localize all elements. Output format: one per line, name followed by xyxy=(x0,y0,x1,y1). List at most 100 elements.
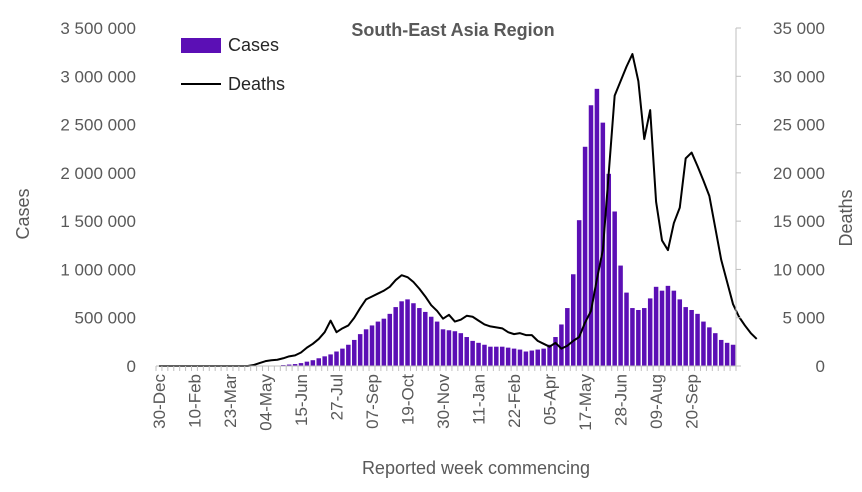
x-tick-label: 20-Sep xyxy=(683,374,702,429)
cases-bar xyxy=(547,344,552,366)
cases-bar xyxy=(695,313,700,366)
left-y-tick-label: 3 500 000 xyxy=(60,19,136,38)
cases-bar xyxy=(428,316,434,366)
cases-bar xyxy=(411,303,416,366)
cases-bar xyxy=(292,364,298,366)
cases-bar xyxy=(671,290,677,366)
cases-bar xyxy=(618,265,623,366)
cases-bar xyxy=(322,356,327,366)
cases-bar xyxy=(393,307,398,366)
cases-bar xyxy=(511,348,517,366)
cases-bar xyxy=(423,311,428,366)
cases-bar xyxy=(535,349,540,366)
cases-bar xyxy=(624,292,629,366)
left-y-tick-label: 3 000 000 xyxy=(60,67,136,86)
cases-bar xyxy=(446,330,452,366)
cases-bar xyxy=(482,344,487,366)
cases-bar xyxy=(612,211,617,366)
cases-bar xyxy=(701,321,706,366)
cases-bar xyxy=(588,105,594,366)
right-y-tick-label: 20 000 xyxy=(773,164,825,183)
cases-bar xyxy=(517,349,523,366)
x-axis-ticks xyxy=(155,366,737,371)
cases-bar xyxy=(571,274,576,366)
cases-bar xyxy=(683,307,688,366)
cases-bar xyxy=(576,220,582,366)
cases-bar xyxy=(434,321,440,366)
cases-bar xyxy=(363,329,369,366)
right-y-tick-label: 5 000 xyxy=(782,309,825,328)
cases-bar xyxy=(582,146,588,366)
cases-bar xyxy=(310,360,316,366)
cases-bar xyxy=(440,329,446,366)
legend-cases-swatch xyxy=(181,38,221,53)
cases-bar xyxy=(636,309,641,366)
cases-bar xyxy=(665,285,671,366)
cases-bar xyxy=(718,339,724,366)
cases-bar xyxy=(340,348,345,366)
x-tick-label: 07-Sep xyxy=(363,374,382,429)
cases-bar xyxy=(499,346,505,366)
cases-bar xyxy=(298,363,304,366)
left-y-tick-label: 1 500 000 xyxy=(60,212,136,231)
right-y-tick-label: 15 000 xyxy=(773,212,825,231)
cases-bar xyxy=(405,299,410,366)
right-y-tick-label: 25 000 xyxy=(773,116,825,135)
right-y-tick-label: 30 000 xyxy=(773,67,825,86)
cases-bar xyxy=(707,327,712,366)
x-axis-tick-labels: 30-Dec 10-Feb 23-Mar 04-May 15-Jun 27-Jul 07-S… xyxy=(150,374,702,431)
x-tick-label: 09-Aug xyxy=(647,374,666,429)
cases-bar xyxy=(505,347,511,366)
cases-bar xyxy=(630,308,635,366)
x-tick-label: 23-Mar xyxy=(221,374,240,428)
cases-bar xyxy=(659,290,665,366)
left-y-tick-label: 1 000 000 xyxy=(60,260,136,279)
cases-bar xyxy=(606,173,612,366)
cases-bar xyxy=(541,348,546,366)
cases-bar xyxy=(730,344,736,366)
right-y-axis-ticks: 0 5 000 10 000 15 000 20 000 25 000 30 000 35 0… xyxy=(736,19,825,376)
cases-bar xyxy=(417,308,422,366)
cases-bar xyxy=(553,337,558,366)
cases-bar xyxy=(476,342,481,366)
cases-bar xyxy=(713,333,718,366)
left-y-tick-label: 500 000 xyxy=(75,309,136,328)
cases-bar xyxy=(357,334,363,366)
cases-bar xyxy=(724,342,730,366)
x-tick-label: 28-Jun xyxy=(612,374,631,426)
cases-bar xyxy=(352,339,357,366)
cases-bar xyxy=(594,88,600,366)
cases-bar xyxy=(328,354,333,366)
x-tick-label: 11-Jan xyxy=(470,374,489,425)
cases-bar xyxy=(375,321,381,366)
legend-cases-label: Cases xyxy=(228,35,279,55)
x-axis-title: Reported week commencing xyxy=(362,458,590,478)
legend-deaths-label: Deaths xyxy=(228,74,285,94)
right-y-tick-label: 0 xyxy=(816,357,825,376)
cases-bar xyxy=(464,337,469,366)
y2-axis-title: Deaths xyxy=(836,189,856,246)
y-axis-title: Cases xyxy=(13,188,33,239)
x-tick-label: 27-Jul xyxy=(328,374,347,420)
cases-bar xyxy=(334,351,339,366)
left-y-tick-label: 0 xyxy=(127,357,136,376)
x-tick-label: 30-Nov xyxy=(434,374,453,429)
x-tick-label: 05-Apr xyxy=(541,374,560,425)
left-y-axis-ticks: 0 500 000 1 000 000 1 500 000 2 000 000 2 500… xyxy=(60,19,136,376)
cases-bar xyxy=(346,344,351,366)
right-y-tick-label: 10 000 xyxy=(773,260,825,279)
x-tick-label: 19-Oct xyxy=(399,374,418,425)
cases-bar xyxy=(559,324,564,366)
left-y-tick-label: 2 500 000 xyxy=(60,116,136,135)
cases-bar xyxy=(529,350,535,366)
right-y-tick-label: 35 000 xyxy=(773,19,825,38)
x-tick-label: 10-Feb xyxy=(185,374,204,428)
legend: Cases Deaths xyxy=(181,35,285,94)
cases-bar xyxy=(452,331,458,366)
left-y-tick-label: 2 000 000 xyxy=(60,164,136,183)
cases-bar xyxy=(304,361,310,366)
cases-bar xyxy=(494,346,499,366)
x-tick-label: 22-Feb xyxy=(505,374,524,428)
cases-bars xyxy=(275,88,736,366)
